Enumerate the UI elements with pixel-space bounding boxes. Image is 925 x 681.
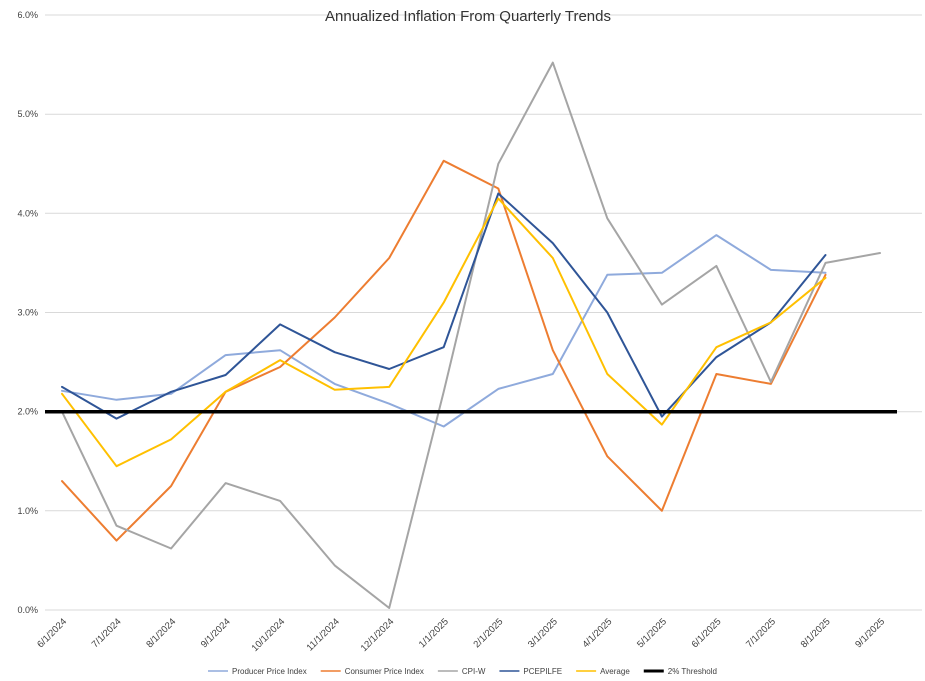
series-line-average xyxy=(61,197,827,468)
x-axis-tick-label: 5/1/2025 xyxy=(635,616,669,650)
series-lines xyxy=(45,61,897,609)
x-axis-tick-label: 6/1/2024 xyxy=(35,616,69,650)
legend-item-pcepilfe: PCEPILFE xyxy=(499,667,562,676)
legend-label: PCEPILFE xyxy=(523,667,562,676)
x-axis-tick-label: 7/1/2024 xyxy=(90,616,124,650)
x-axis-tick-label: 11/1/2024 xyxy=(305,616,342,653)
x-axis-tick-label: 8/1/2025 xyxy=(799,616,833,650)
x-axis-tick-label: 9/1/2025 xyxy=(853,616,887,650)
x-axis-tick-label: 10/1/2024 xyxy=(250,616,288,654)
y-axis-tick-label: 5.0% xyxy=(17,109,38,119)
series-line-producer-price-index xyxy=(61,234,827,428)
legend-label: Producer Price Index xyxy=(232,667,307,676)
x-axis-tick-label: 1/1/2025 xyxy=(417,616,451,650)
x-axis-tick-label: 6/1/2025 xyxy=(690,616,724,650)
legend-label: Average xyxy=(600,667,630,676)
x-axis-tick-label: 8/1/2024 xyxy=(144,616,178,650)
chart-title: Annualized Inflation From Quarterly Tren… xyxy=(325,8,611,25)
y-axis-tick-label: 0.0% xyxy=(17,605,38,615)
series-line-cpi-w xyxy=(61,61,881,609)
y-axis-tick-label: 4.0% xyxy=(17,208,38,218)
legend-item-cpi-w: CPI-W xyxy=(437,667,486,676)
gridlines xyxy=(45,14,922,611)
x-axis-tick-label: 7/1/2025 xyxy=(744,616,778,650)
legend-item-consumer-price-index: Consumer Price Index xyxy=(320,667,424,676)
x-axis-tick-label: 12/1/2024 xyxy=(359,616,397,654)
y-axis-tick-label: 2.0% xyxy=(17,407,38,417)
legend: Producer Price Index Consumer Price Index… xyxy=(208,667,717,676)
legend-item-2-threshold: 2% Threshold xyxy=(643,667,717,676)
legend-item-producer-price-index: Producer Price Index xyxy=(208,667,307,676)
legend-label: 2% Threshold xyxy=(668,667,717,676)
y-axis-tick-label: 6.0% xyxy=(17,10,38,20)
legend-label: CPI-W xyxy=(462,667,486,676)
y-axis-tick-label: 3.0% xyxy=(17,308,38,318)
legend-item-average: Average xyxy=(576,667,630,676)
series-line-consumer-price-index xyxy=(61,159,827,542)
x-axis-tick-label: 3/1/2025 xyxy=(526,616,560,650)
legend-label: Consumer Price Index xyxy=(345,667,424,676)
y-axis-tick-label: 1.0% xyxy=(17,506,38,516)
x-axis-tick-label: 9/1/2024 xyxy=(199,616,233,650)
x-axis-tick-label: 4/1/2025 xyxy=(580,616,614,650)
x-axis-tick-label: 2/1/2025 xyxy=(471,616,505,650)
series-line-pcepilfe xyxy=(61,192,827,420)
